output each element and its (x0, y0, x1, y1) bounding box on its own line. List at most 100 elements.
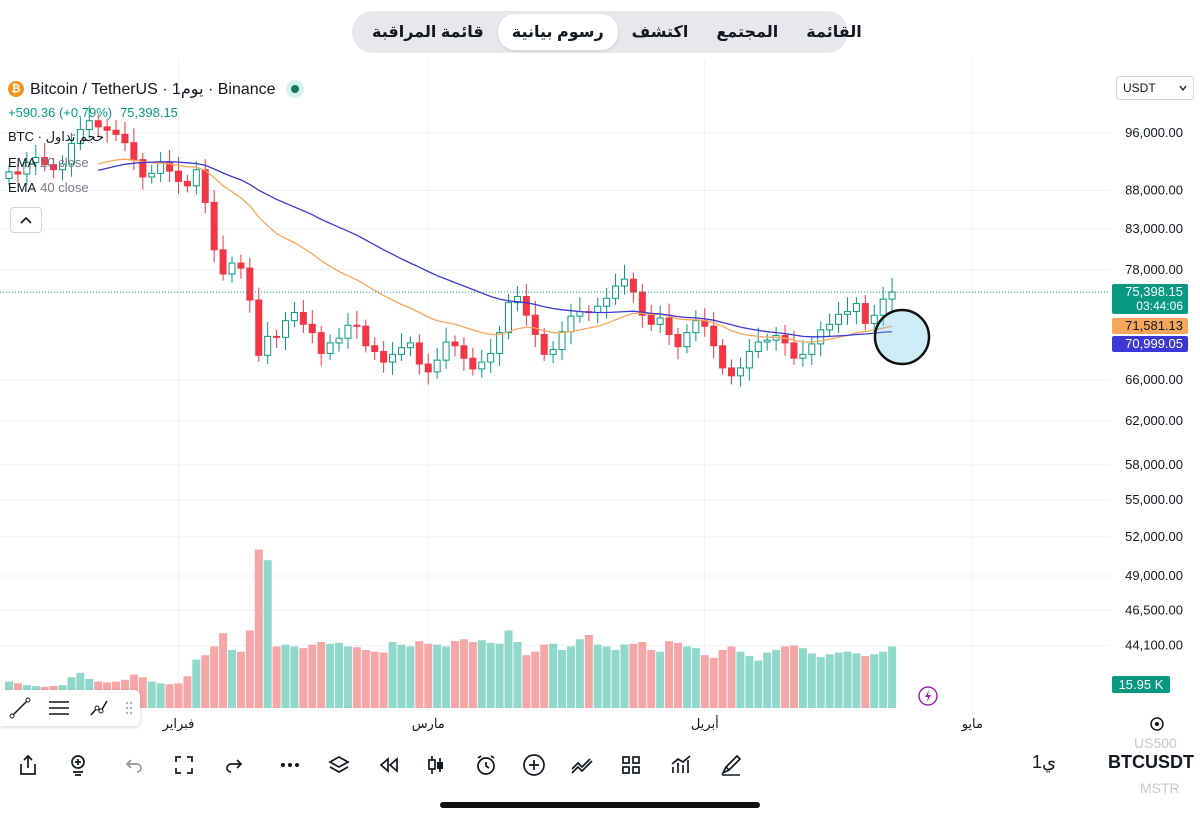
candle-up (326, 342, 334, 354)
tab-watchlist[interactable]: قائمة المراقبة (372, 24, 484, 41)
tab-charts[interactable]: رسوم بيانية (497, 14, 618, 50)
layers-icon[interactable] (325, 751, 353, 779)
collapse-legend-button[interactable] (10, 207, 42, 233)
candle-up (656, 317, 664, 325)
volume-tag-text: 15.95 K (1119, 677, 1164, 692)
candle-down (728, 367, 736, 377)
study-name: EMA (8, 179, 37, 195)
volume-bar (531, 651, 540, 708)
candle-up (397, 347, 405, 355)
candle-up (754, 341, 762, 352)
chevron-down-icon (1179, 85, 1187, 91)
redo-icon[interactable] (220, 751, 248, 779)
candle-down (460, 345, 468, 359)
volume-bar (486, 642, 495, 708)
ticker-button[interactable]: BTCUSDT (1108, 752, 1194, 772)
trend-line-icon[interactable] (6, 694, 34, 722)
price-tick-label: 55,000.00 (1125, 492, 1183, 507)
volume-bar (629, 643, 638, 708)
compare-icon[interactable] (568, 751, 596, 779)
candle-down (174, 170, 182, 182)
candle-down (451, 341, 459, 347)
volume-bar (504, 630, 513, 708)
brush-icon[interactable] (717, 751, 745, 779)
fullscreen-icon[interactable] (170, 751, 198, 779)
candle-down (237, 262, 245, 269)
drag-handle-icon[interactable] (124, 694, 134, 722)
volume-bar (852, 653, 861, 708)
path-tool-icon[interactable] (85, 694, 113, 722)
study-ema-20[interactable]: EMA 20 close (8, 154, 304, 170)
more-icon[interactable] (276, 751, 304, 779)
volume-bar (870, 654, 879, 708)
candle-up (835, 313, 843, 325)
volume-bar (370, 651, 379, 708)
tab-community[interactable]: المجتمع (716, 24, 779, 41)
price-chart[interactable]: 96,000.00 88,000.00 83,000.00 78,000.00 66,0… (0, 0, 1200, 745)
candle-down (166, 161, 174, 172)
symbol-title[interactable]: Bitcoin / TetherUS · 1يوم · Binance (30, 81, 276, 98)
volume-bar (156, 683, 165, 708)
previous-ticker-hint[interactable]: MSTR (1140, 780, 1180, 796)
volume-bar (388, 642, 397, 708)
candle-up (59, 163, 67, 171)
volume-bars (5, 549, 897, 708)
layout-grid-icon[interactable] (617, 751, 645, 779)
undo-icon[interactable] (120, 751, 148, 779)
volume-bar (754, 660, 763, 708)
fib-retracement-icon[interactable] (45, 694, 73, 722)
candle-up (558, 331, 566, 351)
study-ema-40[interactable]: EMA 40 close (8, 179, 304, 195)
candle-up (745, 350, 753, 369)
study-volume[interactable]: BTC · حجم تداول (8, 129, 304, 145)
volume-bar (361, 649, 370, 708)
indicators-icon[interactable] (64, 751, 92, 779)
study-name: EMA (8, 154, 37, 170)
price-tag-ema20 (1112, 318, 1188, 334)
time-axis[interactable]: فبراير مارس أبريل مايو (162, 715, 983, 732)
tab-explore[interactable]: اكتشف (631, 24, 689, 41)
candle-down (273, 335, 281, 338)
home-indicator (440, 802, 760, 808)
chart-grid (0, 60, 1110, 712)
replay-icon[interactable] (375, 751, 403, 779)
price-axis[interactable]: 96,000.00 88,000.00 83,000.00 78,000.00 66,0… (1125, 125, 1183, 652)
volume-bar (575, 639, 584, 708)
price-tick-label: 88,000.00 (1125, 182, 1183, 197)
financials-icon[interactable] (667, 751, 695, 779)
main-tab-bar: قائمة المراقبة رسوم بيانية اكتشف المجتمع… (352, 11, 862, 53)
candle-up (763, 339, 771, 343)
volume-bar (263, 560, 272, 708)
candle-up (549, 349, 557, 355)
candle-up (870, 314, 878, 324)
price-tick-label: 83,000.00 (1125, 221, 1183, 236)
candle-style-icon[interactable] (422, 751, 450, 779)
volume-bar (228, 649, 236, 708)
price-tick-label: 46,500.00 (1125, 603, 1183, 618)
volume-bar (843, 651, 852, 708)
volume-bar (201, 655, 210, 708)
candle-down (647, 314, 655, 325)
settings-gear-icon[interactable] (1150, 717, 1164, 731)
volume-bar (611, 649, 620, 708)
volume-tag (1112, 676, 1170, 693)
volume-bar (245, 630, 254, 708)
add-icon[interactable] (520, 751, 548, 779)
price-tick-label: 49,000.00 (1125, 568, 1183, 583)
tab-menu[interactable]: القائمة (806, 24, 862, 41)
market-status-icon[interactable] (285, 80, 304, 98)
volume-bar (210, 646, 219, 708)
study-name: BTC · حجم تداول (8, 129, 105, 144)
volume-bar (566, 646, 575, 708)
volume-bar (700, 655, 709, 708)
symbol-title-row[interactable]: ₿ Bitcoin / TetherUS · 1يوم · Binance (8, 78, 304, 100)
interval-button[interactable]: 1ي (1032, 752, 1057, 772)
share-icon[interactable] (14, 751, 42, 779)
lightning-icon[interactable] (918, 686, 938, 706)
candle-up (826, 323, 834, 331)
candle-down (674, 334, 682, 348)
volume-bar (477, 640, 486, 708)
next-ticker-hint[interactable]: US500 (1134, 735, 1177, 751)
alarm-icon[interactable] (472, 751, 500, 779)
currency-select[interactable]: USDT (1116, 76, 1194, 100)
